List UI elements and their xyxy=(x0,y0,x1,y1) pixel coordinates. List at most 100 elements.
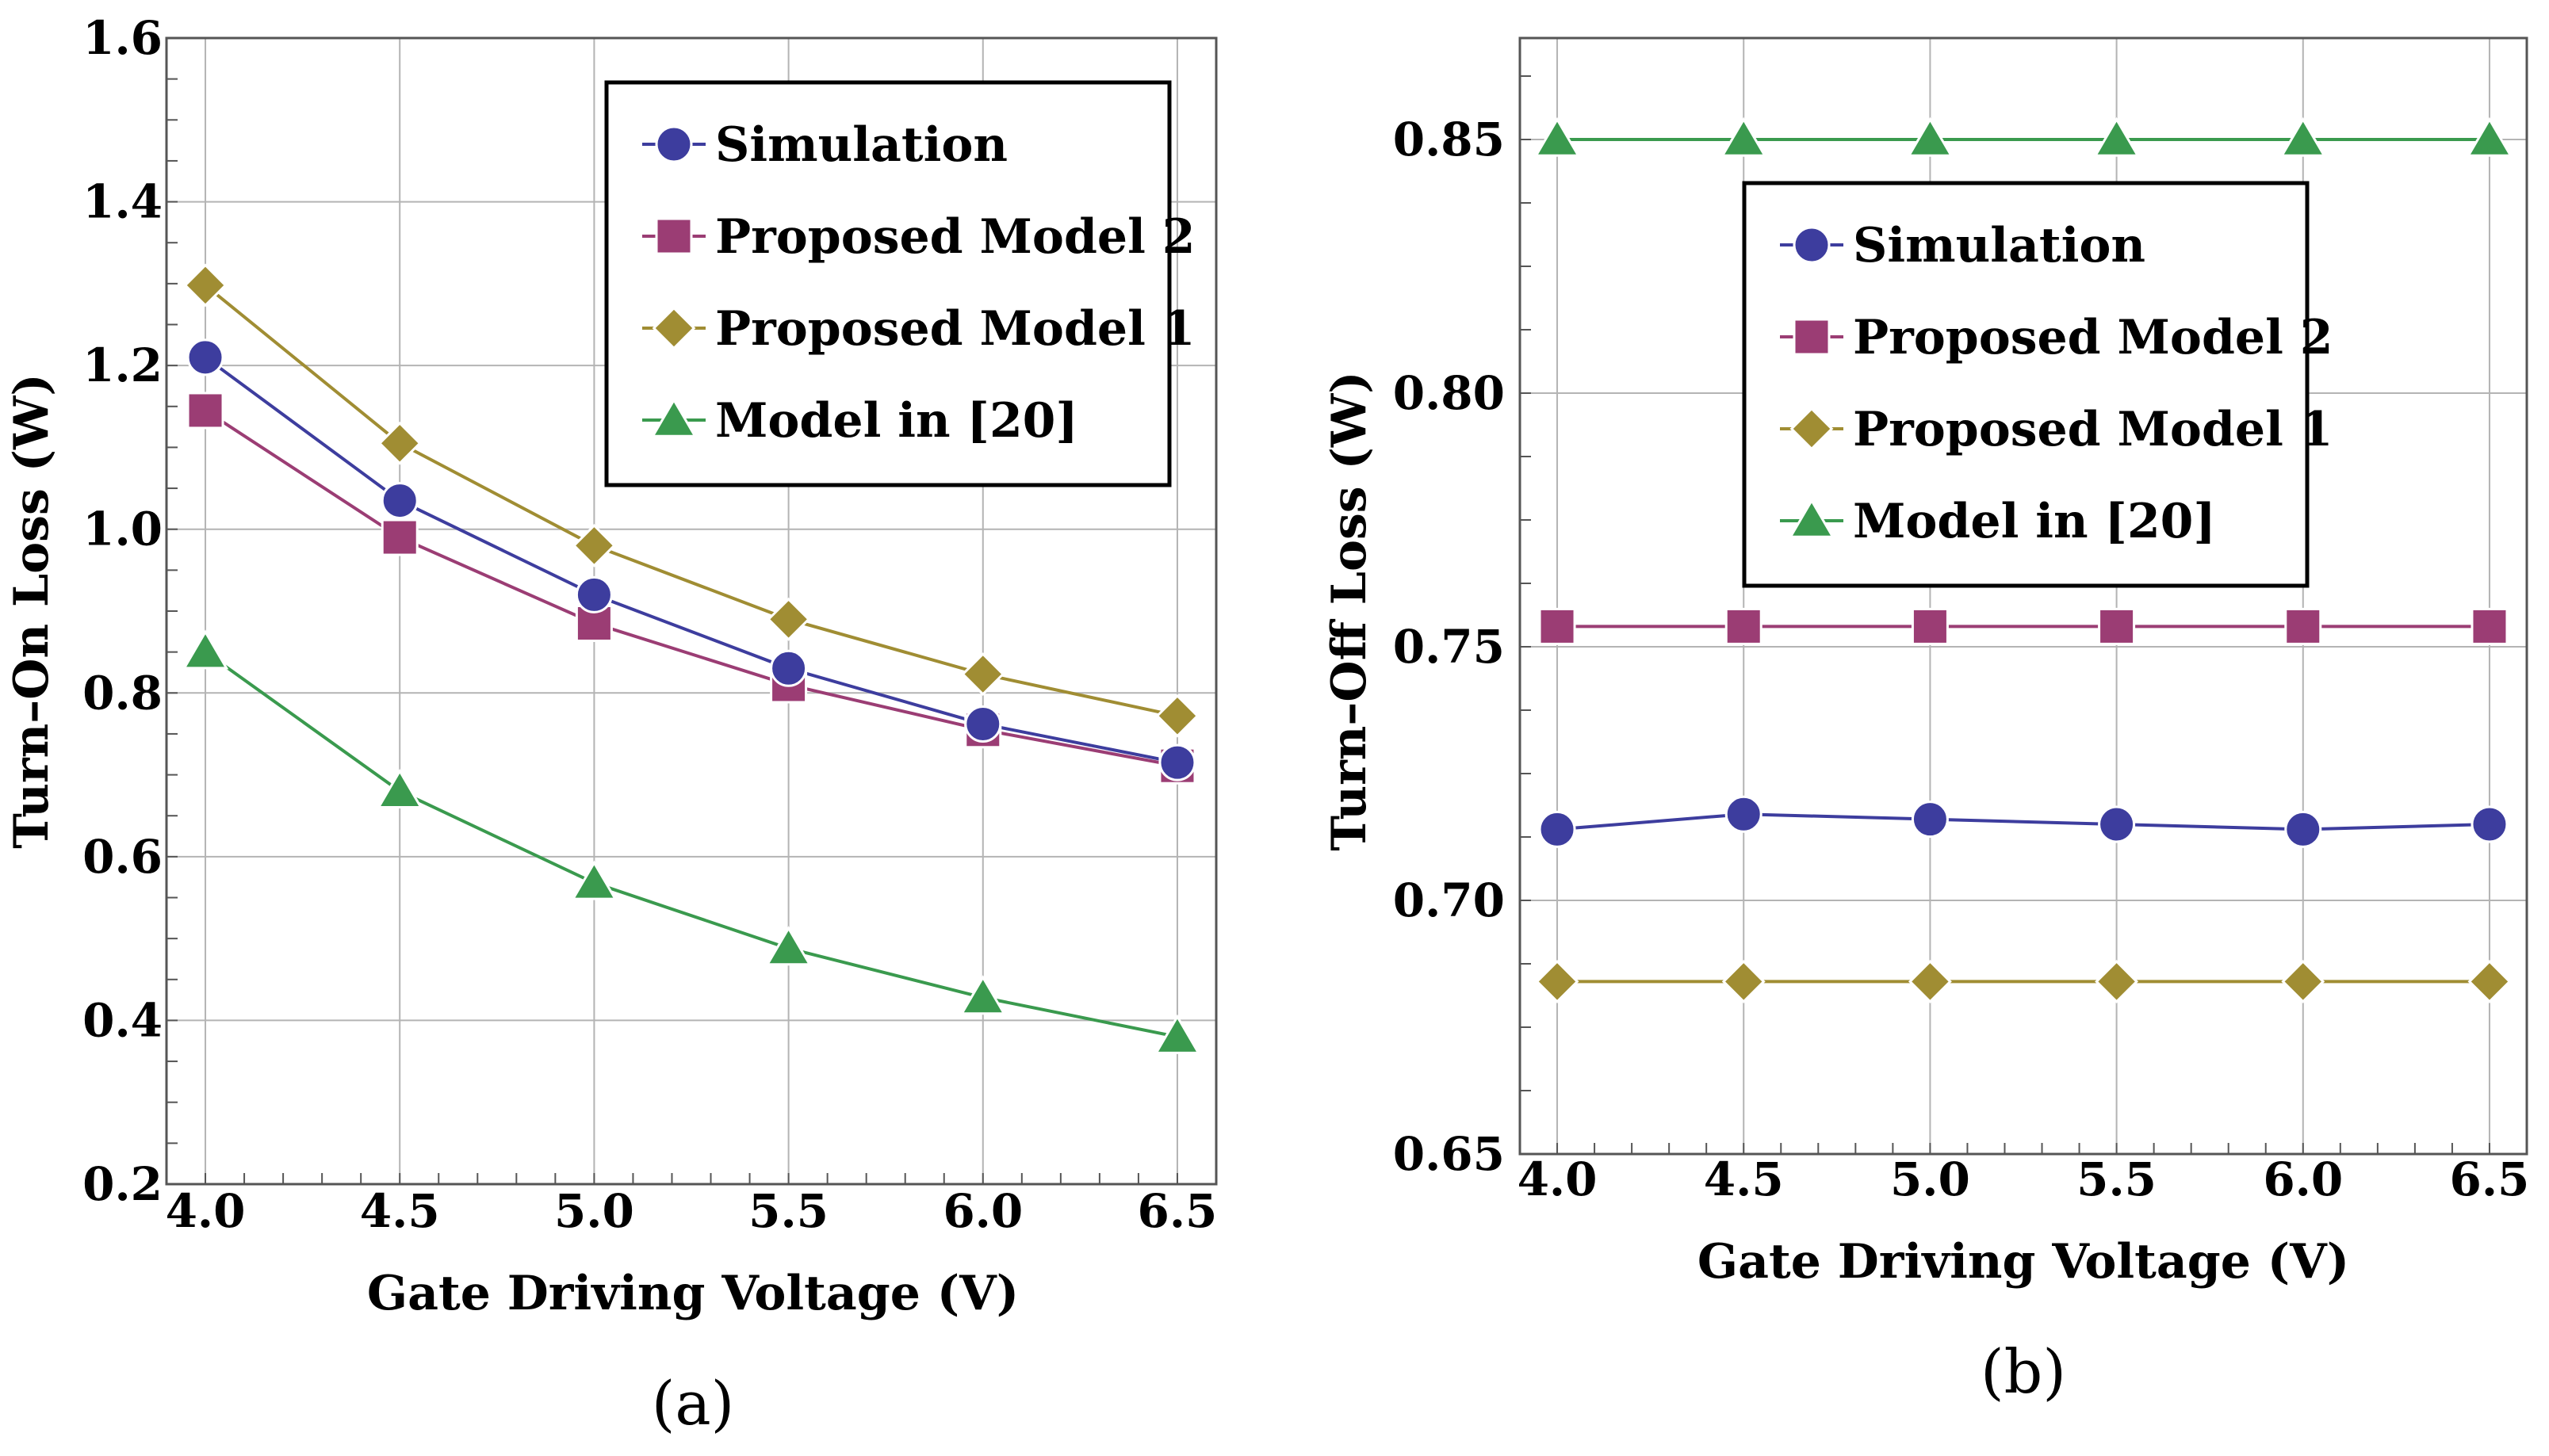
legend-label: Proposed Model 1 xyxy=(715,301,1196,357)
data-point-simulation xyxy=(964,705,1002,743)
y-axis-title: Turn–Off Loss (W) xyxy=(1322,371,1377,850)
series-line-simulation xyxy=(204,356,1178,765)
y-tick-label: 0.8 xyxy=(82,666,163,720)
y-tick-label: 1.2 xyxy=(82,338,163,392)
y-tick-label: 1.0 xyxy=(82,503,163,556)
data-point-model2 xyxy=(186,392,224,430)
data-point-simulation xyxy=(186,338,224,376)
legend-marker-model20 xyxy=(1788,498,1835,538)
x-tick-label: 4.0 xyxy=(166,1184,246,1238)
series-line-model20 xyxy=(204,651,1178,1039)
data-point-model1 xyxy=(2467,959,2512,1003)
legend-marker-simulation xyxy=(1793,226,1831,264)
x-tick-label: 4.5 xyxy=(1704,1152,1784,1206)
legend-box xyxy=(1742,181,2310,588)
x-tick-label: 6.0 xyxy=(2263,1152,2343,1206)
y-tick-label: 0.85 xyxy=(1393,113,1505,166)
legend-label: Proposed Model 2 xyxy=(1853,310,2333,365)
data-point-model20 xyxy=(1533,117,1581,157)
legend-label: Proposed Model 1 xyxy=(1853,402,2333,457)
data-point-model1 xyxy=(1721,959,1766,1003)
legend-marker-model20 xyxy=(650,397,698,438)
data-point-model2 xyxy=(381,518,419,556)
legend-box xyxy=(604,80,1172,487)
legend-label: Model in [20] xyxy=(715,393,1078,449)
data-point-simulation xyxy=(1911,801,1949,839)
data-point-model1 xyxy=(572,523,616,567)
x-tick-label: 5.0 xyxy=(554,1184,634,1238)
data-point-model2 xyxy=(1538,607,1576,645)
data-point-model1 xyxy=(183,263,228,308)
x-tick-label: 5.5 xyxy=(2076,1152,2157,1206)
data-point-simulation xyxy=(770,649,808,687)
data-point-model1 xyxy=(2095,959,2139,1003)
y-tick-label: 0.75 xyxy=(1393,620,1505,674)
data-point-simulation xyxy=(1724,795,1762,833)
data-point-simulation xyxy=(2098,805,2136,843)
data-point-model1 xyxy=(377,421,422,465)
data-point-model1 xyxy=(2281,959,2325,1003)
data-point-model1 xyxy=(961,652,1005,696)
data-point-model1 xyxy=(1908,959,1952,1003)
y-tick-label: 0.4 xyxy=(82,993,163,1047)
x-tick-label: 4.5 xyxy=(360,1184,440,1238)
data-point-model1 xyxy=(1155,694,1200,738)
data-point-model20 xyxy=(1907,117,1954,157)
x-tick-label: 6.5 xyxy=(2450,1152,2530,1206)
panel-label: (a) xyxy=(652,1368,735,1439)
legend-label: Simulation xyxy=(1853,218,2145,273)
x-axis-title: Gate Driving Voltage (V) xyxy=(1697,1234,2349,1290)
data-point-simulation xyxy=(2471,805,2509,843)
data-point-model20 xyxy=(2466,117,2513,157)
legend: Simulation Proposed Model 2 Proposed Model… xyxy=(1742,181,2333,588)
data-point-model20 xyxy=(765,926,812,966)
data-point-simulation xyxy=(1158,743,1196,782)
y-tick-label: 0.2 xyxy=(82,1157,163,1211)
y-tick-label: 1.4 xyxy=(82,175,163,229)
y-tick-label: 1.6 xyxy=(82,11,163,65)
legend-label: Simulation xyxy=(715,117,1008,173)
legend-marker-model1 xyxy=(652,306,696,350)
legend-marker-model1 xyxy=(1789,407,1834,451)
plot-frame xyxy=(165,36,1218,1186)
data-point-model2 xyxy=(2471,607,2509,645)
y-tick-label: 0.80 xyxy=(1393,366,1505,420)
data-point-model2 xyxy=(1911,607,1949,645)
x-tick-label: 6.5 xyxy=(1138,1184,1218,1238)
data-point-simulation xyxy=(381,482,419,520)
y-tick-label: 0.65 xyxy=(1393,1127,1505,1181)
data-point-model20 xyxy=(1154,1014,1201,1054)
data-point-model20 xyxy=(377,768,423,808)
data-point-model20 xyxy=(2093,117,2140,157)
data-point-model1 xyxy=(767,597,811,641)
x-tick-label: 6.0 xyxy=(943,1184,1023,1238)
series-line-model2 xyxy=(204,409,1178,768)
series-line-model1 xyxy=(204,284,1178,718)
data-point-model2 xyxy=(1724,607,1762,645)
legend-label: Proposed Model 2 xyxy=(715,209,1196,265)
y-tick-label: 0.70 xyxy=(1393,873,1505,927)
chart-panel-a: 0.2 0.4 0.6 0.8 1.0 1.2 1.4 1.6 4.0 4.5 5.0 5.5 6.0 6… xyxy=(4,11,1218,1439)
x-tick-label: 5.0 xyxy=(1890,1152,1970,1206)
data-point-simulation xyxy=(575,575,613,613)
plot-frame xyxy=(1518,36,2528,1156)
data-point-model20 xyxy=(1720,117,1767,157)
data-point-model20 xyxy=(571,860,618,900)
data-point-model20 xyxy=(182,629,229,670)
x-tick-label: 5.5 xyxy=(748,1184,829,1238)
chart-panel-b: 0.65 0.70 0.75 0.80 0.85 4.0 4.5 5.0 5.5 6.0 6.5 Ga… xyxy=(1322,36,2530,1407)
y-axis-title: Turn–On Loss (W) xyxy=(4,373,59,849)
legend-label: Model in [20] xyxy=(1853,494,2216,549)
y-tick-label: 0.6 xyxy=(82,830,163,884)
data-point-model2 xyxy=(2098,607,2136,645)
data-point-model20 xyxy=(2279,117,2326,157)
panel-label: (b) xyxy=(1981,1336,2066,1407)
legend-marker-model2 xyxy=(1793,318,1831,356)
legend-marker-simulation xyxy=(655,125,693,163)
x-axis-title: Gate Driving Voltage (V) xyxy=(367,1266,1019,1321)
legend-marker-model2 xyxy=(655,217,693,255)
legend: Simulation Proposed Model 2 Proposed Model… xyxy=(604,80,1196,487)
data-point-simulation xyxy=(1538,810,1576,848)
series-line-simulation xyxy=(1556,812,2490,831)
